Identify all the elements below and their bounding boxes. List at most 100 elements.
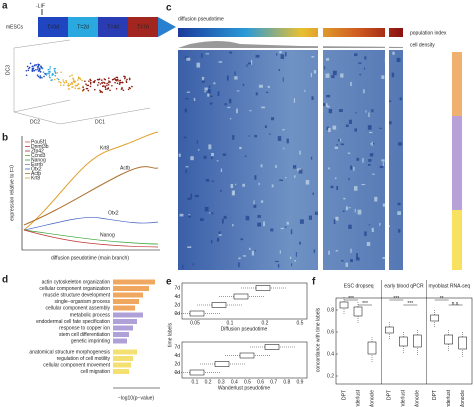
heatmap-cell	[196, 62, 201, 68]
heatmap-cell	[184, 98, 189, 100]
heatmap-cell	[359, 73, 362, 76]
cell-point	[48, 75, 51, 77]
cell-point	[99, 90, 102, 93]
tick-label: 0.1	[227, 320, 234, 326]
go-term: cellular component movement	[43, 362, 110, 368]
timepoint-box	[38, 17, 68, 37]
cell-point	[72, 86, 74, 88]
cell-point	[121, 81, 123, 84]
axes	[21, 136, 160, 251]
heatmap-cell	[381, 75, 385, 80]
cell-point	[90, 79, 92, 82]
heatmap-cell	[238, 257, 241, 260]
cell-point	[104, 86, 107, 89]
cell-point	[111, 84, 113, 87]
go-bar	[113, 369, 129, 374]
heatmap-cell	[310, 72, 312, 78]
heatmap-cell	[250, 59, 253, 65]
heatmap-cell	[358, 62, 362, 64]
method: Monocle	[460, 390, 466, 407]
cell-point	[25, 69, 28, 72]
heatmap-cell	[285, 52, 287, 57]
legend-entry: Otx2	[31, 166, 42, 172]
heatmap-cell	[298, 169, 303, 174]
cell-point	[33, 69, 35, 72]
heatmap-cell	[231, 190, 234, 196]
cell-point	[36, 68, 39, 70]
heatmap-cell	[271, 184, 274, 188]
heatmap-cell	[185, 166, 189, 168]
heatmap-cell	[211, 212, 214, 215]
treatment: -LIF	[36, 3, 45, 9]
heatmap-cell	[368, 112, 370, 118]
cell-point	[104, 78, 107, 81]
heatmap-cell	[229, 118, 232, 120]
cell-point	[67, 83, 70, 85]
heatmap-cell	[278, 69, 281, 72]
cell-point	[40, 67, 42, 69]
legend-text: cell density	[410, 42, 435, 48]
cell-point	[67, 88, 70, 90]
heatmap-cell	[210, 212, 213, 214]
go-term: muscle structure development	[43, 292, 110, 298]
heatmap-cell	[209, 102, 213, 105]
heatmap-cell	[242, 83, 245, 86]
cell-point	[118, 83, 121, 86]
cell-point	[51, 79, 53, 81]
heatmap-cell	[343, 197, 346, 200]
heatmap-cell	[350, 166, 353, 170]
go-term: response to copper ion	[59, 325, 110, 331]
heatmap-cell	[190, 156, 194, 161]
cell-point	[34, 64, 36, 66]
panel-label: d	[2, 275, 8, 286]
cell-point	[38, 67, 41, 70]
heatmap-cell	[313, 70, 317, 74]
curve-label: Krt8	[100, 145, 109, 151]
time-label: 7d	[174, 285, 180, 291]
heatmap-cell	[361, 183, 366, 186]
heatmap-cell	[264, 125, 267, 129]
tick-label: 0.2	[205, 379, 212, 385]
cell-point	[77, 87, 79, 90]
cell-point	[112, 78, 115, 81]
heatmap-cell	[185, 169, 187, 174]
heatmap-cell	[337, 139, 341, 142]
box	[444, 334, 453, 345]
cell-point	[51, 74, 54, 76]
cell-point	[128, 86, 131, 89]
heatmap-cell	[280, 54, 285, 59]
heatmap-cell	[341, 260, 344, 262]
heatmap-cell	[207, 89, 211, 94]
heatmap-cell	[236, 108, 238, 114]
heatmap-cell	[194, 194, 199, 198]
heatmap-cell	[372, 173, 375, 175]
legend-entry: Pou5f1	[31, 139, 47, 145]
heatmap-cell	[308, 215, 312, 220]
heatmap-cell	[331, 75, 335, 79]
heatmap-cell	[260, 164, 263, 168]
go-bar	[113, 325, 133, 331]
heatmap-cell	[186, 57, 191, 61]
tick-label: 0.3	[218, 379, 225, 385]
cell-point	[101, 91, 104, 94]
legend-entry: Krt8	[31, 175, 40, 181]
heatmap-cell	[340, 73, 344, 78]
go-term: regulation of cell motility	[57, 356, 111, 362]
heatmap-cell	[357, 209, 362, 215]
cell-point	[27, 69, 30, 72]
cell-point	[125, 81, 128, 84]
heatmap-cell	[210, 157, 213, 159]
heatmap-cell	[347, 152, 351, 154]
tick-label: 0.2	[327, 373, 334, 379]
heatmap-cell	[271, 117, 275, 121]
heatmap-cell	[348, 224, 352, 229]
heatmap-cell	[348, 119, 353, 124]
heatmap-cell	[238, 262, 240, 268]
cell-point	[93, 88, 96, 91]
cell-type: mESCs	[6, 24, 23, 30]
heatmap-cell	[275, 165, 277, 169]
heatmap-cell	[362, 158, 364, 163]
cell-point	[109, 89, 111, 92]
curve-label: Nanog	[100, 232, 115, 238]
box	[413, 334, 422, 348]
